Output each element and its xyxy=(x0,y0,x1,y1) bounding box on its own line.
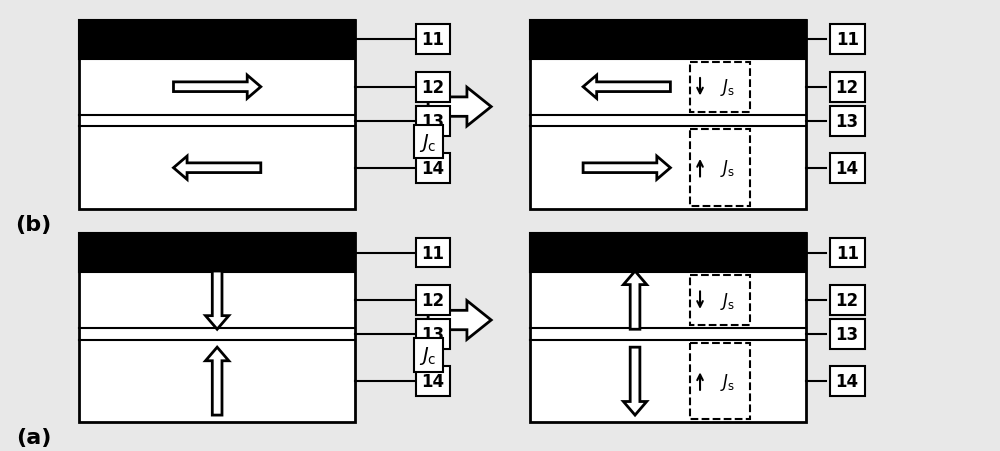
Polygon shape xyxy=(173,157,261,180)
Polygon shape xyxy=(428,301,491,340)
Text: $J_\mathrm{s}$: $J_\mathrm{s}$ xyxy=(720,77,735,98)
Text: 14: 14 xyxy=(421,373,445,390)
Bar xyxy=(79,21,355,60)
Bar xyxy=(690,275,750,326)
Text: 14: 14 xyxy=(836,159,859,177)
Text: 13: 13 xyxy=(836,112,859,130)
Bar xyxy=(690,343,750,419)
Polygon shape xyxy=(583,76,670,99)
Text: $J_\mathrm{c}$: $J_\mathrm{c}$ xyxy=(419,131,437,153)
Text: $J_\mathrm{s}$: $J_\mathrm{s}$ xyxy=(720,290,735,311)
Text: 11: 11 xyxy=(421,31,444,49)
Bar xyxy=(79,21,355,209)
Polygon shape xyxy=(623,347,647,415)
Bar xyxy=(530,21,806,60)
Text: $J_\mathrm{c}$: $J_\mathrm{c}$ xyxy=(419,344,437,366)
Polygon shape xyxy=(206,272,229,330)
Text: 12: 12 xyxy=(421,78,445,97)
Text: 11: 11 xyxy=(421,244,444,262)
Text: $J_\mathrm{s}$: $J_\mathrm{s}$ xyxy=(720,158,735,179)
Text: 11: 11 xyxy=(836,244,859,262)
Polygon shape xyxy=(206,347,229,415)
Polygon shape xyxy=(583,157,670,180)
Text: 14: 14 xyxy=(836,373,859,390)
Polygon shape xyxy=(623,272,647,330)
Text: (b): (b) xyxy=(15,214,51,234)
Polygon shape xyxy=(428,88,491,127)
Bar xyxy=(530,21,806,209)
Text: 13: 13 xyxy=(836,325,859,343)
Text: 14: 14 xyxy=(421,159,445,177)
Text: 12: 12 xyxy=(421,291,445,309)
Text: $J_\mathrm{s}$: $J_\mathrm{s}$ xyxy=(720,371,735,392)
Bar xyxy=(690,62,750,113)
Bar xyxy=(79,234,355,423)
Text: 12: 12 xyxy=(836,78,859,97)
Bar xyxy=(530,234,806,272)
Bar xyxy=(690,130,750,207)
Text: 13: 13 xyxy=(421,325,445,343)
Text: 12: 12 xyxy=(836,291,859,309)
Bar xyxy=(79,234,355,272)
Text: 13: 13 xyxy=(421,112,445,130)
Text: 11: 11 xyxy=(836,31,859,49)
Text: (a): (a) xyxy=(16,427,51,447)
Bar xyxy=(530,234,806,423)
Polygon shape xyxy=(173,76,261,99)
